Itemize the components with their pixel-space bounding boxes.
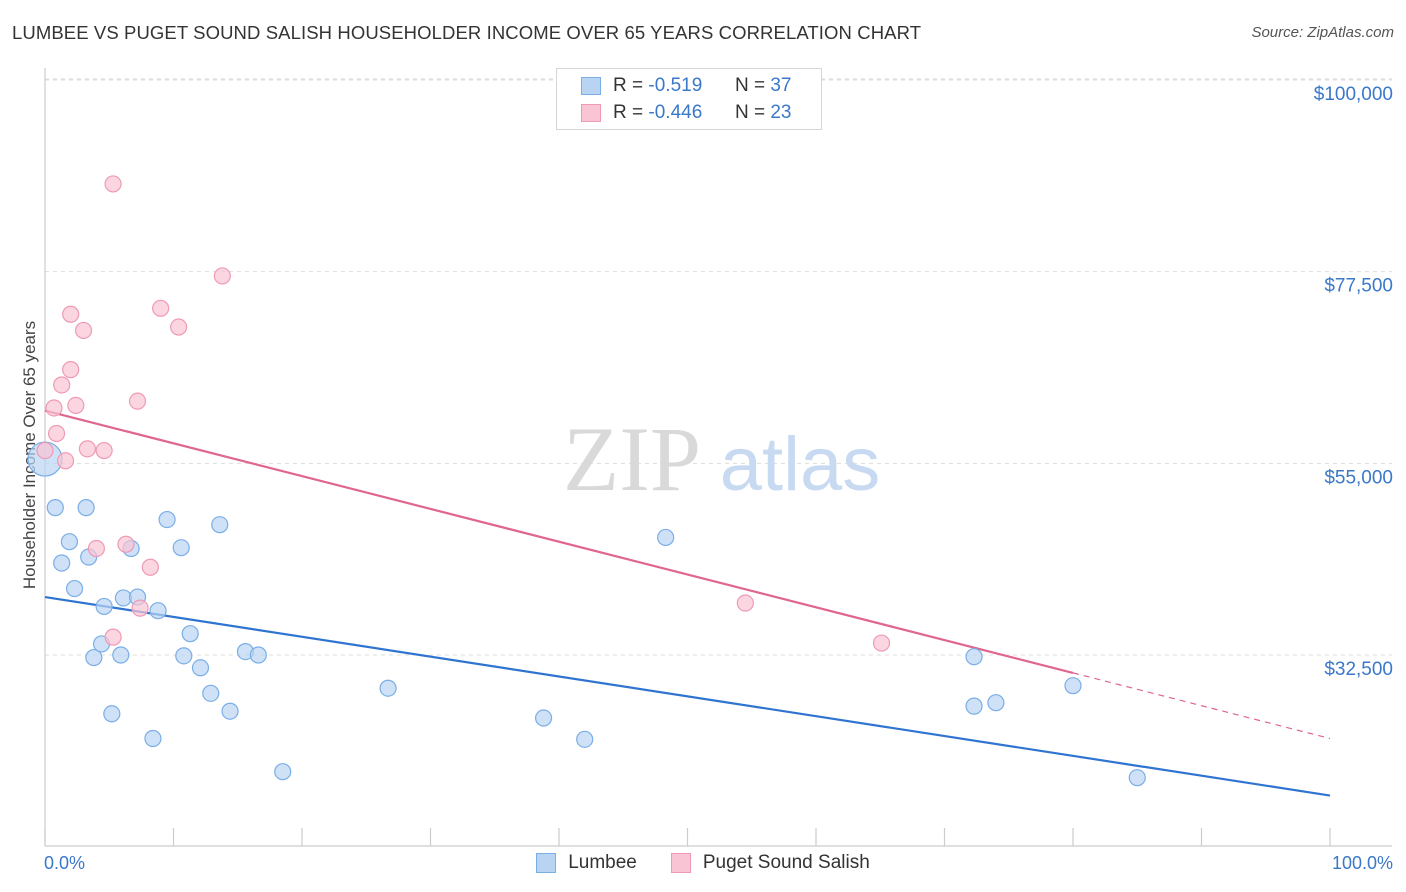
legend-row-puget: R = -0.446 N = 23 <box>581 100 791 126</box>
lumbee-point <box>576 730 594 748</box>
lumbee-point <box>149 602 167 620</box>
puget-point <box>53 376 71 394</box>
lumbee-point <box>85 648 103 667</box>
lumbee-point <box>1128 769 1146 787</box>
lumbee-point <box>144 729 162 748</box>
lumbee-swatch <box>536 853 557 873</box>
legend-r-value: -0.446 <box>648 102 703 123</box>
lumbee-point <box>112 646 130 664</box>
puget-point <box>131 599 149 617</box>
legend-r-label: R = <box>613 75 644 96</box>
lumbee-point <box>65 579 84 598</box>
puget-point <box>104 175 122 193</box>
puget-point <box>872 634 891 652</box>
puget-point <box>117 535 135 553</box>
lumbee-point <box>181 625 199 643</box>
puget-trend-line-dashed <box>1072 672 1331 740</box>
puget-point <box>56 452 75 470</box>
puget-point <box>213 267 231 285</box>
source-label: Source: ZipAtlas.com <box>1251 24 1394 41</box>
puget-point <box>95 441 113 460</box>
puget-point <box>736 594 754 612</box>
lumbee-point <box>249 646 267 664</box>
lumbee-point <box>379 679 397 697</box>
puget-point <box>152 299 170 317</box>
lumbee-point <box>77 499 95 517</box>
lumbee-point <box>202 684 220 702</box>
y-tick-label: $55,000 <box>1324 467 1393 488</box>
legend-r-value: -0.519 <box>648 75 703 96</box>
bottom-legend-label: Puget Sound Salish <box>702 852 870 873</box>
legend-n-value: 23 <box>770 102 792 123</box>
puget-trend-line <box>44 409 1074 674</box>
lumbee-point <box>657 528 675 547</box>
lumbee-point <box>534 709 553 727</box>
legend-box: R = -0.519 N = 37 R = -0.446 N = 23 <box>556 68 822 130</box>
x-tick-label: 100.0% <box>1332 853 1393 873</box>
lumbee-point <box>191 659 210 677</box>
lumbee-point <box>158 510 176 529</box>
puget-point <box>87 539 106 558</box>
lumbee-point <box>274 763 292 781</box>
lumbee-point <box>221 702 239 720</box>
puget-point <box>141 558 159 576</box>
bottom-legend: Lumbee Puget Sound Salish <box>0 852 1406 874</box>
bottom-legend-label: Lumbee <box>568 852 637 873</box>
axes <box>44 68 1392 847</box>
lumbee-point <box>175 647 193 665</box>
legend-n-value: 37 <box>770 75 792 96</box>
lumbee-trend-line <box>44 595 1331 797</box>
lumbee-point <box>103 705 121 723</box>
lumbee-point <box>1064 677 1082 695</box>
y-tick-label: $32,500 <box>1324 659 1393 680</box>
puget-point <box>128 392 147 410</box>
legend-r-label: R = <box>613 102 644 123</box>
bottom-legend-puget: Puget Sound Salish <box>670 852 870 874</box>
lumbee-point <box>965 648 983 666</box>
lumbee-point <box>965 697 983 715</box>
puget-point <box>170 318 188 336</box>
x-tick-label: 0.0% <box>44 853 85 873</box>
legend-row-lumbee: R = -0.519 N = 37 <box>581 73 791 99</box>
chart-title: LUMBEE VS PUGET SOUND SALISH HOUSEHOLDER… <box>12 22 922 43</box>
bottom-legend-lumbee: Lumbee <box>536 852 637 874</box>
lumbee-point <box>172 539 190 557</box>
y-tick-label: $100,000 <box>1314 84 1393 105</box>
lumbee-point <box>211 516 229 534</box>
puget-point <box>62 361 80 379</box>
puget-point <box>67 396 85 415</box>
watermark-zip: ZIP <box>563 408 701 510</box>
watermark-atlas: atlas <box>720 422 881 507</box>
puget-point <box>74 321 93 340</box>
puget-swatch <box>670 853 691 873</box>
legend-n-label: N = <box>734 75 766 96</box>
lumbee-swatch <box>581 77 601 95</box>
puget-point <box>62 305 80 323</box>
puget-point <box>104 628 122 646</box>
puget-point <box>45 399 63 417</box>
grid-lines <box>45 78 1392 656</box>
y-tick-label: $77,500 <box>1324 276 1393 297</box>
lumbee-point <box>46 499 64 517</box>
tick-labels: $32,500 $55,000 $77,500 $100,000 0.0% 100.0% <box>44 84 1393 873</box>
puget-point <box>78 440 97 458</box>
puget-point <box>36 441 54 460</box>
puget-swatch <box>581 104 601 122</box>
scatter-points <box>27 175 1146 787</box>
lumbee-point <box>987 694 1005 712</box>
lumbee-point <box>95 597 113 616</box>
lumbee-point <box>53 554 71 572</box>
legend-n-label: N = <box>734 102 766 123</box>
lumbee-point <box>60 533 79 551</box>
puget-point <box>47 424 66 443</box>
trend-lines <box>44 409 1331 797</box>
